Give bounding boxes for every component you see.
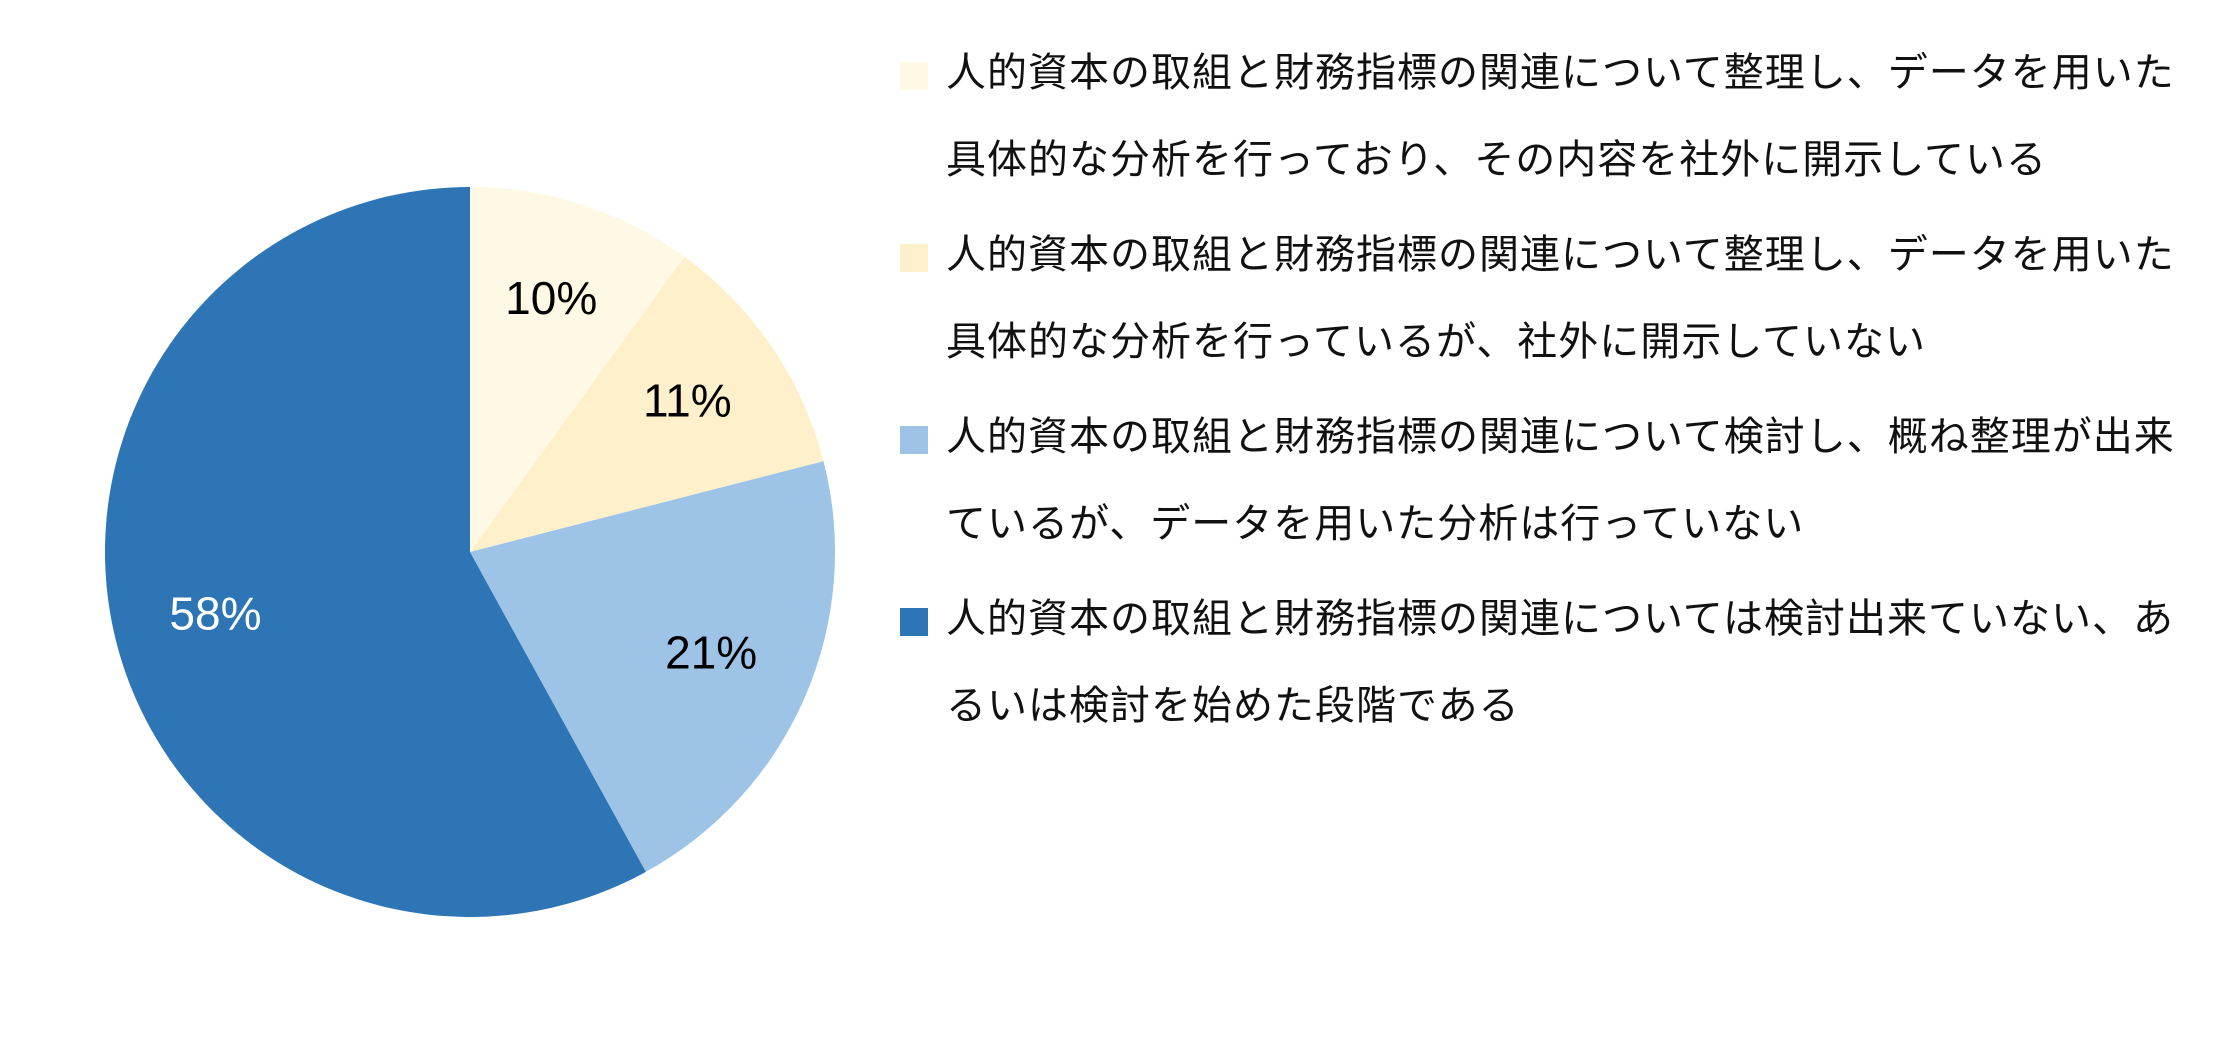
legend-swatch-2 (900, 426, 928, 454)
pie-data-label-3: 58% (169, 588, 261, 640)
pie-data-label-2: 21% (665, 627, 757, 679)
pie-slices (104, 187, 835, 918)
pie-data-label-1: 11% (643, 374, 732, 426)
legend-item-2: 人的資本の取組と財務指標の関連について検討し、概ね整理が出来ているが、データを用… (900, 394, 2200, 568)
legend-label-3: 人的資本の取組と財務指標の関連については検討出来ていない、あるいは検討を始めた段… (946, 596, 2174, 729)
legend-item-1: 人的資本の取組と財務指標の関連について整理し、データを用いた具体的な分析を行って… (900, 212, 2200, 386)
pie-slice-0 (470, 187, 685, 552)
pie-slice-1 (470, 256, 824, 552)
legend-swatch-3 (900, 608, 928, 636)
pie-chart: 10% 11% 21% 58% (0, 0, 900, 1059)
legend-label-1: 人的資本の取組と財務指標の関連について整理し、データを用いた具体的な分析を行って… (946, 232, 2175, 365)
legend-item-3: 人的資本の取組と財務指標の関連については検討出来ていない、あるいは検討を始めた段… (900, 576, 2200, 750)
legend-label-0: 人的資本の取組と財務指標の関連について整理し、データを用いた具体的な分析を行って… (946, 50, 2175, 183)
legend-label-2: 人的資本の取組と財務指標の関連について検討し、概ね整理が出来ているが、データを用… (946, 414, 2175, 547)
pie-chart-svg: 10% 11% 21% 58% (104, 187, 835, 918)
legend-item-0: 人的資本の取組と財務指標の関連について整理し、データを用いた具体的な分析を行って… (900, 30, 2200, 204)
pie-data-labels: 10% 11% 21% 58% (169, 272, 757, 678)
pie-data-label-0: 10% (505, 272, 597, 324)
pie-slice-3 (104, 187, 646, 918)
pie-slice-2 (470, 461, 835, 872)
legend-swatch-1 (900, 244, 928, 272)
legend: 人的資本の取組と財務指標の関連について整理し、データを用いた具体的な分析を行って… (900, 30, 2200, 758)
legend-swatch-0 (900, 62, 928, 90)
